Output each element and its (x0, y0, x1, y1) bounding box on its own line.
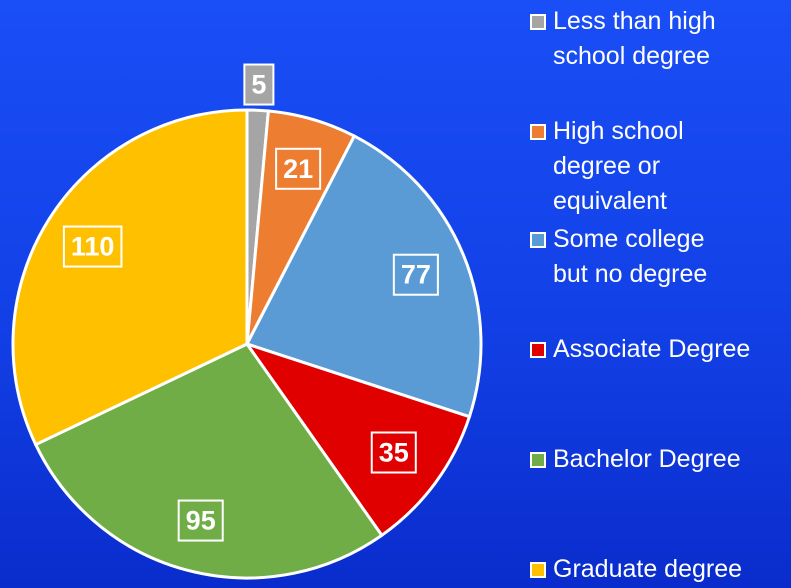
legend-swatch (530, 342, 546, 358)
legend-label: Bachelor Degree (553, 445, 741, 473)
legend-swatch (530, 14, 546, 30)
legend-label: Graduate degree (553, 555, 743, 583)
data-label-text: 77 (401, 260, 431, 290)
pie-slice (244, 134, 483, 419)
legend-swatch (530, 124, 546, 140)
data-label-box (62, 225, 123, 268)
legend-label: High school degree or equivalent (553, 117, 684, 215)
data-label-box (177, 499, 224, 542)
data-label-box (370, 431, 417, 474)
data-label: 77 (392, 253, 439, 296)
data-label: 35 (370, 431, 417, 474)
pie-slice (33, 342, 384, 580)
legend-label: Some college but no degree (553, 225, 708, 288)
data-label: 21 (275, 147, 322, 190)
legend-swatch (530, 452, 546, 468)
data-label-box (392, 253, 439, 296)
legend-swatch (530, 562, 546, 578)
data-label: 95 (177, 499, 224, 542)
data-label-text: 5 (251, 70, 266, 100)
data-label-box (243, 63, 275, 106)
data-label-text: 21 (283, 154, 313, 184)
legend-label: Less than high school degree (553, 7, 716, 70)
data-label-text: 35 (379, 437, 409, 467)
pie-slice (11, 108, 249, 447)
data-label-text: 110 (71, 232, 115, 262)
data-label: 5 (243, 63, 275, 106)
pie-slice (243, 341, 472, 538)
data-label-box (275, 147, 322, 190)
data-label-text: 95 (186, 506, 216, 536)
data-label: 110 (62, 225, 123, 268)
legend-label: Associate Degree (553, 335, 751, 363)
legend-swatch (530, 232, 546, 248)
